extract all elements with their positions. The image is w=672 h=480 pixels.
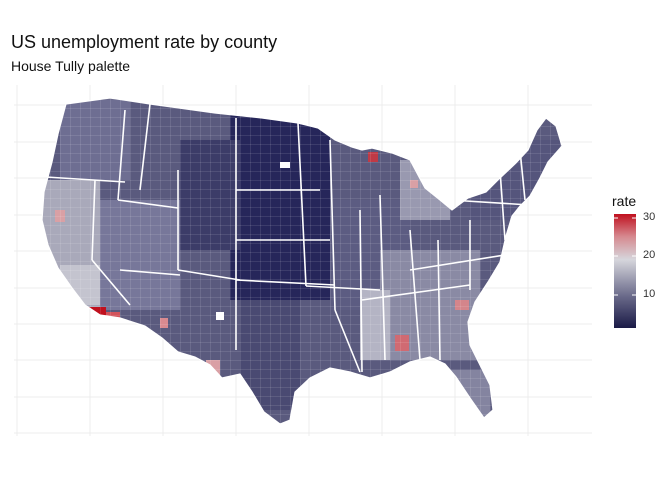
- legend-colorbar: [614, 214, 636, 328]
- chart-subtitle: House Tully palette: [11, 58, 131, 74]
- legend-tick-10: 10: [643, 288, 656, 300]
- chart-title: US unemployment rate by county: [11, 32, 278, 52]
- legend-title: rate: [612, 193, 637, 209]
- legend-tick-20: 20: [643, 249, 656, 261]
- county-fill: [42, 98, 562, 424]
- legend-tick-30: 30: [643, 211, 656, 223]
